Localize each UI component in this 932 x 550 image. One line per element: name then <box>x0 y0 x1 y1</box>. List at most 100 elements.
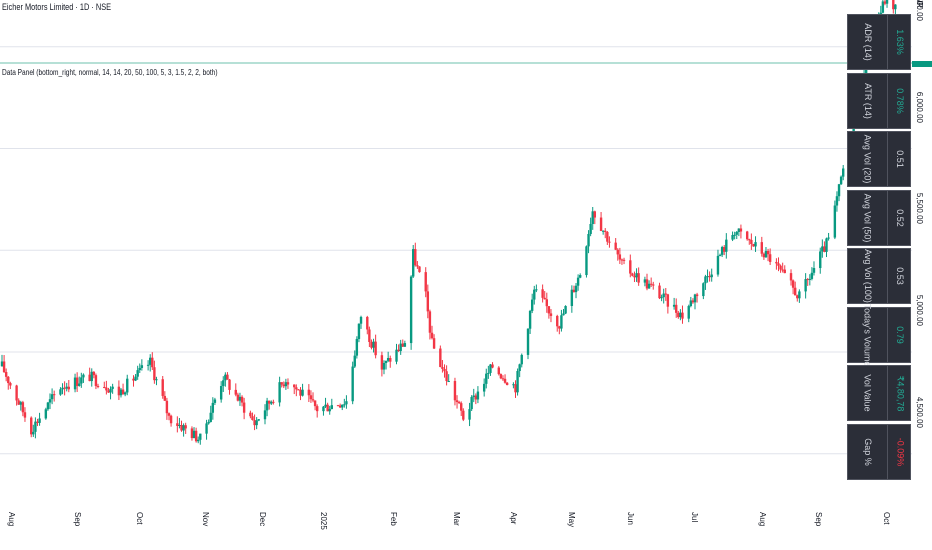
candle <box>366 315 369 335</box>
candle <box>505 381 509 386</box>
candle <box>562 309 565 316</box>
candle-body <box>489 364 492 373</box>
candle <box>485 368 488 389</box>
candle-body <box>161 379 164 396</box>
candle-body <box>664 293 667 295</box>
candle <box>487 365 490 379</box>
candle-body <box>19 402 22 405</box>
candle <box>447 374 450 383</box>
candle <box>798 289 801 303</box>
candle <box>631 272 634 277</box>
candle-body <box>48 399 52 403</box>
candle <box>146 360 150 371</box>
candle <box>649 277 653 287</box>
candle-body <box>2 361 6 373</box>
candle-body <box>518 364 521 372</box>
candle-body <box>138 367 141 371</box>
x-tick-label: Dec <box>258 512 267 527</box>
candle <box>455 395 459 409</box>
candle <box>424 267 427 298</box>
candle-body <box>267 400 271 404</box>
candle <box>44 407 48 420</box>
candle <box>681 305 684 324</box>
candle <box>752 243 755 247</box>
candles <box>0 0 897 445</box>
candle <box>240 395 244 407</box>
candle-body <box>192 430 196 439</box>
candle <box>428 309 432 340</box>
candle-body <box>777 263 780 266</box>
candle-body <box>23 412 27 418</box>
candle-body <box>652 284 655 286</box>
candle-body <box>827 237 830 239</box>
candle-body <box>564 306 567 314</box>
candle-body <box>80 377 83 384</box>
candle <box>564 305 567 315</box>
data-panel-value: -0.09% <box>888 425 912 479</box>
candle <box>107 387 110 393</box>
candle-body <box>516 371 519 393</box>
candle <box>791 279 795 295</box>
candle <box>737 228 741 237</box>
candle <box>885 0 889 8</box>
candle <box>389 355 392 368</box>
candle <box>341 404 344 411</box>
candle-body <box>677 312 680 318</box>
candle-body <box>704 276 707 284</box>
candle <box>17 398 20 405</box>
candle <box>499 373 503 380</box>
candle-body <box>892 0 895 10</box>
candle <box>38 412 41 426</box>
candle <box>322 405 325 416</box>
candle-body <box>453 381 457 401</box>
candle-body <box>528 310 532 329</box>
data-panel-label: Vol Value <box>848 366 888 420</box>
candle <box>842 165 845 181</box>
candle <box>161 375 164 399</box>
candle <box>766 248 770 262</box>
candle <box>733 231 736 240</box>
candle-body <box>107 390 110 393</box>
candle-body <box>46 402 50 410</box>
candle <box>412 245 415 278</box>
candle <box>236 392 240 402</box>
candle <box>123 391 127 397</box>
candle <box>111 383 114 394</box>
candle-body <box>75 377 79 386</box>
candle-body <box>781 269 784 271</box>
candle <box>545 292 548 313</box>
y-tick-label: 5,000.00 <box>915 294 924 326</box>
candle-body <box>505 382 509 386</box>
candle <box>78 376 81 387</box>
candle <box>7 375 10 390</box>
data-panel-label-text: Avg Vol (20) <box>862 134 873 184</box>
candle-body <box>533 289 536 300</box>
candle-body <box>710 274 713 278</box>
candle <box>416 261 419 269</box>
candle <box>445 365 448 386</box>
candle-body <box>547 306 551 314</box>
candle-body <box>219 386 223 400</box>
candle <box>512 382 515 389</box>
candle <box>311 392 315 403</box>
data-panel-label-text: Vol Value <box>862 374 873 412</box>
candle-body <box>439 348 442 367</box>
candle-body <box>272 401 275 403</box>
candle-body <box>330 405 334 410</box>
candle-body <box>21 402 25 413</box>
candle-body <box>240 396 244 403</box>
candle-body <box>543 297 546 300</box>
indicator-legend[interactable]: Data Panel (bottom_right, normal, 14, 14… <box>2 68 218 77</box>
candle <box>395 343 398 365</box>
candle-body <box>593 211 597 218</box>
candle <box>675 298 678 318</box>
candle <box>804 273 807 299</box>
candle-body <box>660 297 663 299</box>
candle <box>94 373 98 390</box>
candle-body <box>359 316 363 324</box>
candle <box>255 417 258 430</box>
candle <box>297 389 300 391</box>
candle <box>432 334 436 350</box>
candle-body <box>842 168 845 177</box>
candle-body <box>109 388 112 393</box>
